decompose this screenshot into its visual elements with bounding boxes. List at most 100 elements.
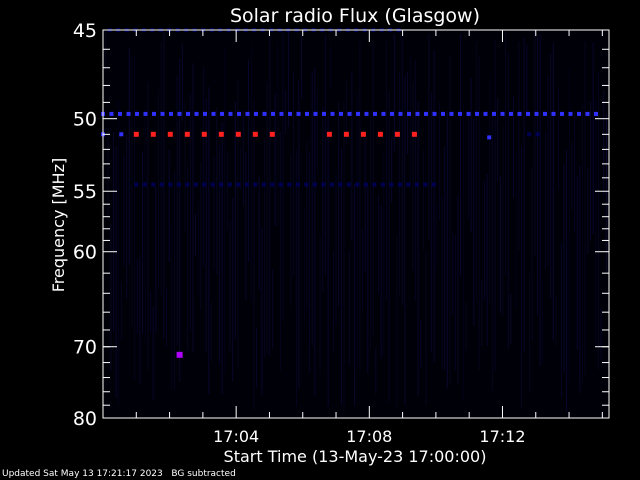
band-mark [330,111,335,116]
band-mark [193,182,198,187]
background-streak [168,150,170,262]
band-mark [219,182,224,187]
background-streak [348,250,350,366]
band-mark [271,111,275,116]
background-streak [351,72,353,241]
background-streak [335,174,337,325]
band-mark [487,135,492,140]
background-streak [295,150,297,406]
band-mark [373,111,377,116]
band-mark [492,111,496,116]
band-mark [143,111,148,116]
band-mark [380,182,385,187]
band-mark [305,111,309,116]
background-streak [595,100,597,345]
band-mark [133,131,139,137]
band-mark [372,182,377,187]
background-streak [179,58,181,382]
y-tick-label: 80 [73,408,97,430]
background-streak [542,279,544,364]
band-mark [253,182,258,187]
background-streak [462,105,464,400]
background-streak [303,207,305,322]
background-streak [460,34,462,276]
y-tick-label: 45 [73,20,97,42]
plot-frame [102,29,610,419]
background-streak [181,44,183,121]
background-streak [372,42,374,335]
background-streak [195,214,197,256]
background-streak [457,195,459,384]
background-streak [401,30,403,306]
background-streak [563,164,565,373]
background-streak [216,108,218,274]
background-streak [171,225,173,390]
background-streak [126,134,128,298]
background-streak [558,87,560,190]
band-mark [594,111,598,116]
background-streak [362,229,364,310]
background-streak [287,30,289,127]
y-tick-label: 70 [73,337,97,359]
background-streak [497,98,499,182]
band-mark [377,131,383,137]
background-streak [494,39,496,370]
band-mark [194,111,199,116]
background-streak [587,168,589,254]
background-streak [136,258,138,334]
background-streak [571,142,573,210]
background-streak [322,106,324,292]
y-tick-label: 50 [73,109,97,131]
background-streak [433,50,435,362]
background-streak [240,147,242,190]
band-mark [411,131,417,137]
background-streak [505,32,507,275]
band-mark [585,111,590,116]
background-streak [481,280,483,346]
background-streak [523,38,525,352]
background-streak [491,112,493,390]
band-mark [245,111,250,116]
background-streak [139,255,141,384]
background-streak [465,302,467,350]
band-mark [356,111,360,116]
background-streak [197,202,199,297]
band-mark [397,182,402,187]
background-streak [131,56,133,326]
band-mark [201,131,207,137]
bg-note: BG subtracted [171,469,236,479]
band-mark [441,111,445,116]
background-streak [454,234,456,370]
background-streak [250,45,252,300]
background-streak [115,146,117,398]
x-tick-label: 17:04 [213,427,259,446]
background-streak [375,348,377,394]
band-mark [339,111,343,116]
background-streak [285,90,287,134]
background-streak [417,102,419,396]
axes: 45 50 55 60 70 80 17:04 17:08 17:12 [73,20,610,446]
band-mark [364,111,369,116]
band-mark [152,111,156,116]
background-streak [311,72,313,346]
background-streak [425,252,427,405]
background-streak [574,111,575,232]
background-streak [105,30,106,70]
background-streak [152,306,154,400]
plot-area [103,30,609,418]
background-streak [380,206,382,358]
background-streak [415,60,417,301]
background-streak [409,53,411,188]
background-streak [529,274,530,394]
background-streak [526,45,528,112]
band-mark [227,182,232,187]
background-streak [264,138,265,358]
background-streak [165,287,167,346]
band-mark [398,111,403,116]
background-streak [367,186,369,373]
band-mark [119,132,124,137]
background-streak [282,30,284,321]
background-streak [452,232,454,315]
background-streak [356,92,358,367]
